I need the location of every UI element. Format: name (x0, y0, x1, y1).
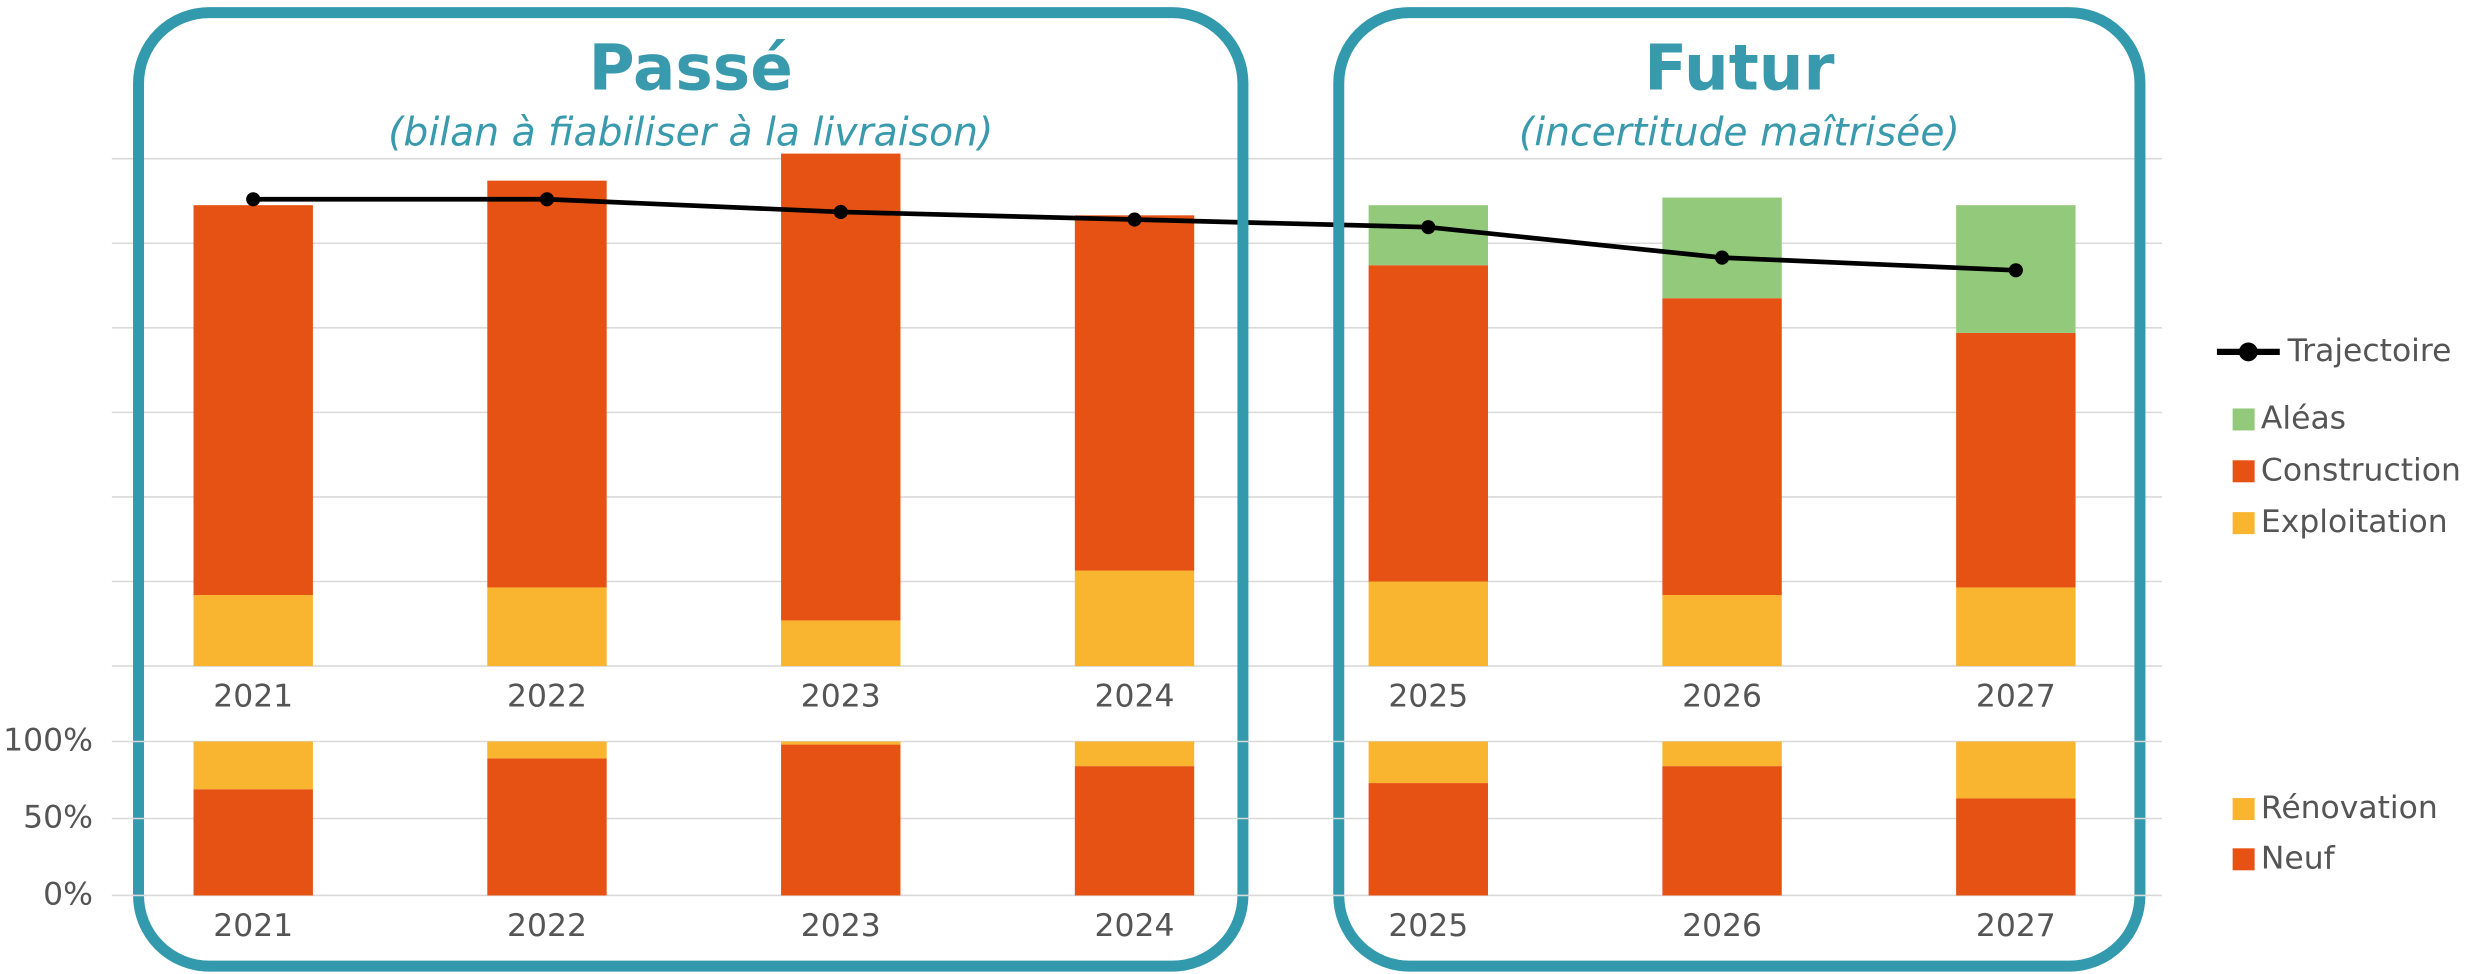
bar-segment (1662, 197, 1782, 299)
bar-segment (487, 180, 607, 588)
panel-subtitle: (bilan à fiabiliser à la livraison) (388, 111, 993, 156)
bar-segment (1368, 783, 1488, 896)
bar-segment (1662, 741, 1782, 767)
legend-label: Exploitation (2261, 504, 2448, 540)
bar-segment (1662, 766, 1782, 896)
x-tick-label: 2023 (801, 679, 881, 715)
bar-segment (193, 595, 313, 667)
bar-segment (1662, 298, 1782, 596)
legend-label: Aléas (2261, 400, 2346, 436)
bar-segment (1074, 766, 1195, 896)
x-tick-label: 2021 (213, 679, 293, 715)
line-marker (2008, 263, 2023, 278)
bar-segment (193, 205, 313, 596)
y-tick-label: 0% (43, 876, 93, 912)
panel-title: Passé (589, 31, 793, 104)
x-tick-label: 2021 (213, 908, 293, 944)
bar-segment (1662, 595, 1782, 667)
line-marker (833, 204, 848, 220)
line-marker (1127, 212, 1142, 227)
bar-segment (1368, 265, 1488, 582)
bar-segment (487, 587, 607, 667)
legend-swatch (2232, 460, 2255, 483)
legend-swatch (2232, 848, 2255, 871)
x-tick-label: 2022 (507, 908, 587, 944)
x-tick-label: 2024 (1095, 679, 1175, 715)
bar-segment (781, 744, 901, 896)
panel-frame (1333, 7, 2146, 972)
x-tick-label: 2026 (1682, 908, 1762, 944)
x-tick-label: 2024 (1095, 908, 1175, 944)
line-marker (246, 192, 261, 207)
x-tick-label: 2025 (1388, 908, 1468, 944)
panel-frame (133, 7, 1249, 972)
line-marker (1421, 220, 1436, 235)
bar-segment (781, 153, 901, 621)
legend-swatch (2232, 408, 2255, 431)
bar-segment (1368, 205, 1488, 266)
line-marker (539, 192, 555, 207)
panel-subtitle: (incertitude maîtrisée) (1519, 111, 1960, 156)
bar-segment (193, 789, 313, 896)
bar-segment (781, 741, 901, 745)
legend-label: Construction (2261, 452, 2461, 488)
bar-segment (487, 758, 607, 896)
x-tick-label: 2025 (1388, 679, 1468, 715)
legend-label: Rénovation (2261, 790, 2438, 826)
x-tick-label: 2022 (507, 679, 587, 715)
legend-marker (2238, 342, 2258, 362)
panel-title: Futur (1644, 31, 1834, 104)
legend-swatch (2232, 798, 2255, 821)
legend-label: Neuf (2261, 840, 2336, 876)
bar-segment (487, 741, 607, 759)
x-tick-label: 2027 (1976, 908, 2056, 944)
legend-swatch (2232, 512, 2255, 535)
x-tick-label: 2023 (801, 908, 881, 944)
legend-label: Trajectoire (2287, 333, 2452, 369)
bar-segment (781, 620, 901, 667)
bar-segment (1074, 215, 1195, 571)
bar-segment (1956, 587, 2076, 667)
bar-segment (1074, 570, 1195, 667)
bar-segment (1368, 741, 1488, 784)
line-marker (1715, 250, 1730, 265)
bar-segment (1956, 741, 2076, 799)
x-tick-label: 2027 (1976, 679, 2056, 715)
bar-segment (1956, 332, 2076, 588)
bar-segment (193, 741, 313, 790)
bar-segment (1956, 798, 2076, 896)
y-tick-label: 50% (23, 799, 93, 835)
x-tick-label: 2026 (1682, 679, 1762, 715)
y-tick-label: 100% (3, 722, 93, 758)
bar-segment (1368, 581, 1488, 667)
bar-segment (1074, 741, 1195, 767)
